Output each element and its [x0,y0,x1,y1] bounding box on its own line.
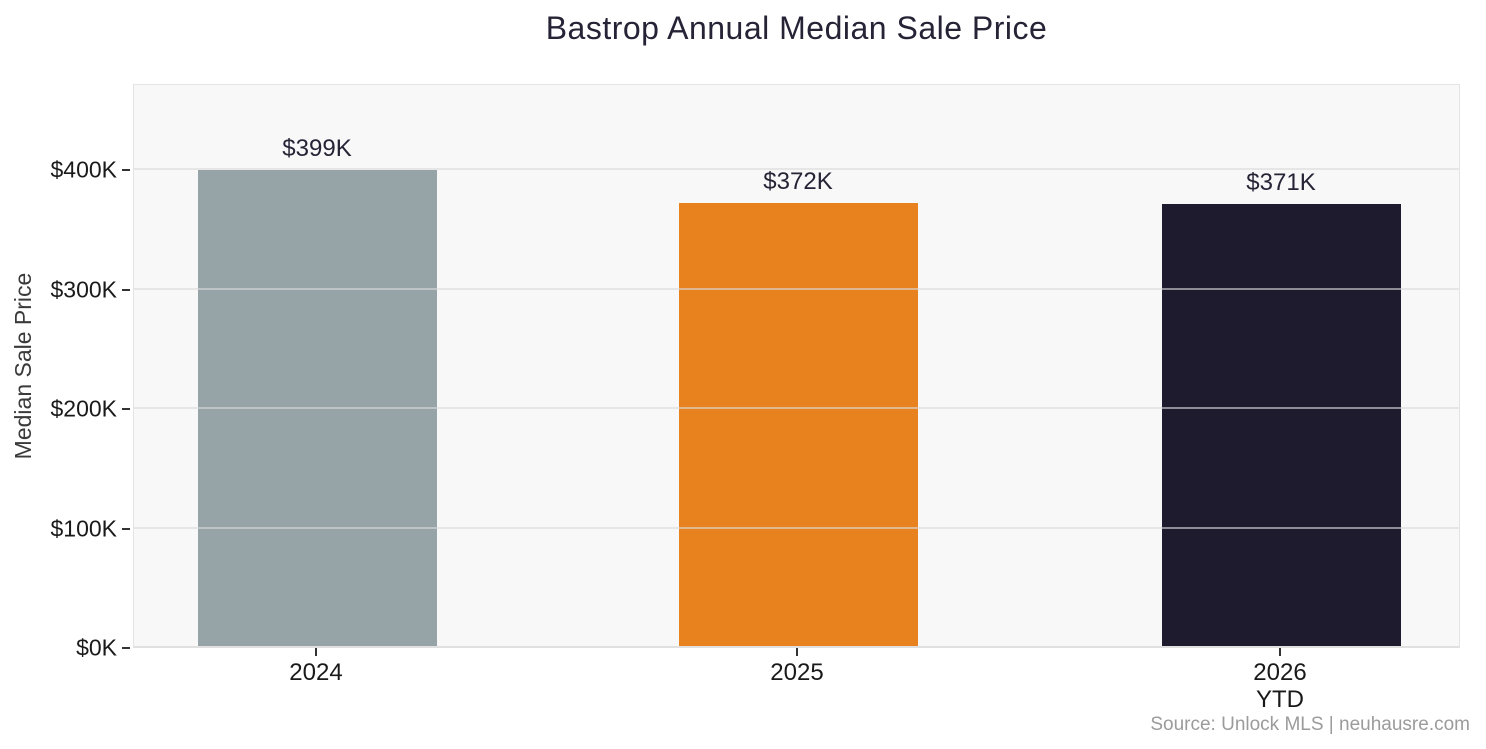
bar-2025 [678,202,918,647]
x-axis-line [134,646,1459,648]
y-axis-title-text: Median Sale Price [10,272,36,460]
plot-area: $399K $372K $371K [133,84,1460,648]
y-tick-label: $300K [50,276,117,303]
gridline [134,168,1459,171]
chart-title: Bastrop Annual Median Sale Price [545,10,1048,46]
source-note: Source: Unlock MLS | neuhausre.com [1150,714,1470,735]
x-tick-label-2026: 2026 YTD [1253,659,1307,713]
gridline [134,407,1459,410]
bar-value-label: $371K [1246,168,1316,196]
x-tick-mark [1279,648,1281,656]
bar-2026 [1161,203,1401,647]
y-tick-mark [122,288,130,291]
x-tick-label-2025: 2025 [770,659,824,686]
x-tick-mark [315,648,317,656]
y-tick-mark [122,647,130,649]
bar-value-label: $372K [763,167,833,195]
y-tick-mark [122,408,130,411]
y-tick-label: $0K [76,634,117,661]
x-tick-mark [796,648,798,656]
y-tick-label: $100K [50,515,117,541]
bar-value-label: $399K [282,135,352,163]
gridline [134,526,1459,529]
y-tick-label: $400K [50,156,117,183]
y-tick-mark [122,169,130,172]
y-tick-label: $200K [50,395,117,422]
y-tick-mark [122,527,130,530]
x-tick-label-2024: 2024 [289,659,343,686]
gridline [134,287,1459,290]
